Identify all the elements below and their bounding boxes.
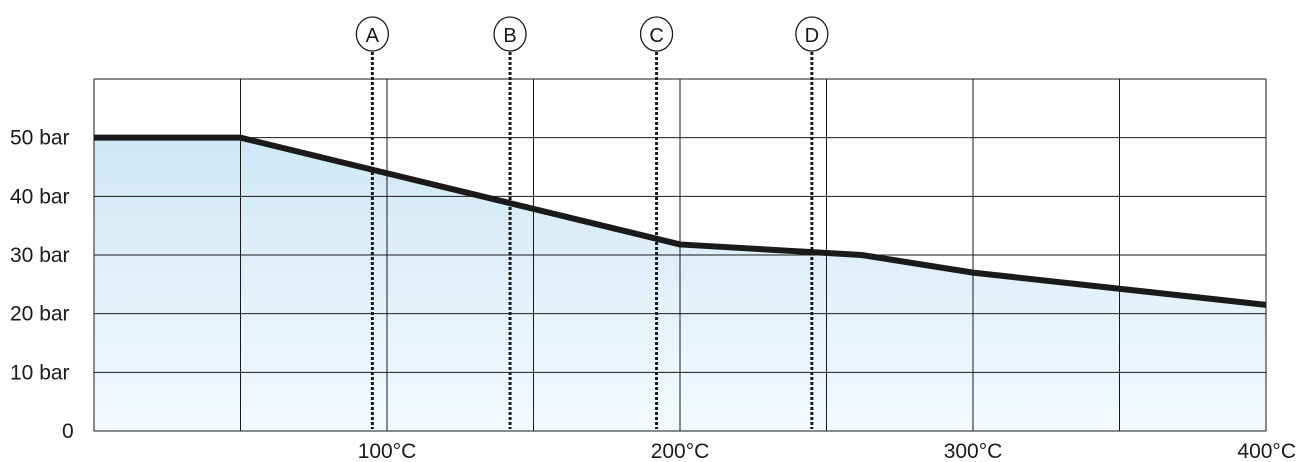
- marker-circle: [639, 16, 674, 52]
- marker-circle: [795, 16, 829, 52]
- y-tick-label: 40 bar: [10, 185, 70, 208]
- marker-b: B: [493, 16, 527, 429]
- plot-frame: [93, 78, 1267, 432]
- y-tick-label: 30 bar: [10, 244, 70, 267]
- y-tick-label: 10 bar: [10, 361, 70, 384]
- marker-label: D: [805, 25, 819, 47]
- y-tick-label: 20 bar: [10, 303, 70, 326]
- marker-c: C: [639, 16, 674, 429]
- marker-label: C: [649, 25, 663, 47]
- marker-d: D: [795, 16, 829, 429]
- marker-label: B: [503, 25, 516, 47]
- marker-label: A: [366, 25, 380, 47]
- marker-a: A: [355, 16, 390, 429]
- x-tick-label: 300°C: [944, 440, 1003, 462]
- pressure-line: [94, 134, 1267, 308]
- y-tick-label: 0: [62, 420, 74, 443]
- y-tick-label: 50 bar: [10, 127, 70, 150]
- x-tick-label: 100°C: [358, 440, 417, 462]
- x-tick-label: 200°C: [651, 440, 710, 462]
- x-tick-label: 400°C: [1237, 440, 1296, 462]
- marker-circle: [493, 16, 527, 52]
- marker-circle: [355, 16, 390, 52]
